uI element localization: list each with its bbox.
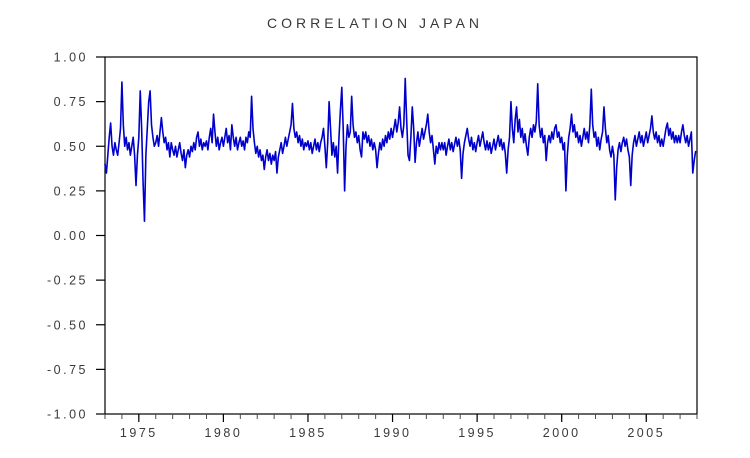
data-series bbox=[104, 77, 697, 223]
y-tick-label: 1.00 bbox=[54, 51, 88, 65]
y-tick-label: -0.75 bbox=[47, 363, 88, 377]
axes: 1.00 0.75 0.50 0.25 0.00 -0.25 -0.50 -0.75 -1.00… bbox=[47, 51, 698, 440]
x-tick-label: 1990 bbox=[374, 426, 412, 440]
x-tick-label: 1980 bbox=[204, 426, 242, 440]
x-tick-label: 2000 bbox=[543, 426, 581, 440]
x-tick-label: 1985 bbox=[289, 426, 327, 440]
x-tick-label: 1975 bbox=[120, 426, 158, 440]
y-tick-label: -1.00 bbox=[47, 408, 88, 422]
y-tick-label: 0.75 bbox=[54, 95, 88, 109]
y-tick-label: 0.00 bbox=[54, 229, 88, 243]
chart-title: CORRELATION JAPAN bbox=[267, 15, 483, 31]
x-tick-label: 2005 bbox=[627, 426, 665, 440]
y-tick-label: 0.50 bbox=[54, 140, 88, 154]
x-tick-label: 1995 bbox=[458, 426, 496, 440]
y-tick-label: -0.25 bbox=[47, 274, 88, 288]
y-tick-label: 0.25 bbox=[54, 184, 88, 198]
plot-frame bbox=[104, 56, 698, 415]
y-tick-label: -0.50 bbox=[47, 318, 88, 332]
correlation-series-line bbox=[104, 77, 697, 223]
